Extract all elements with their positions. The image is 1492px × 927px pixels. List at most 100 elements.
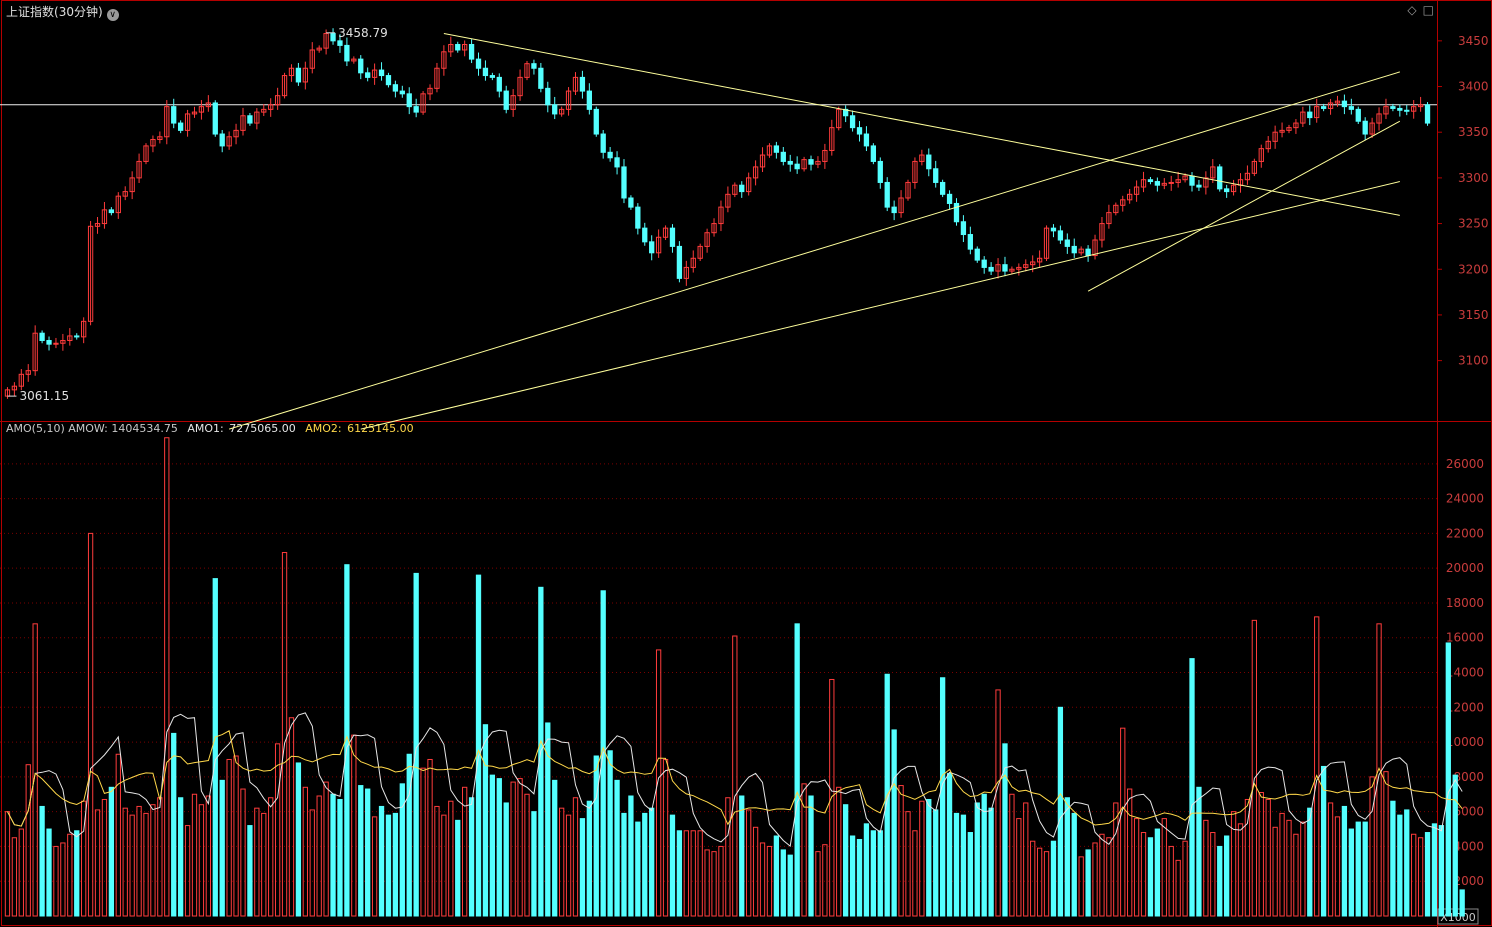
candle-up [1265, 140, 1271, 150]
amount-bar-up [274, 743, 281, 917]
chart-period: (30分钟) [54, 5, 103, 19]
candle-down [496, 76, 502, 92]
amount-bar-up [1175, 859, 1181, 917]
amount-bar-down [392, 812, 399, 917]
amount-bar-up [1293, 833, 1299, 917]
amount-bar-up [1099, 833, 1105, 917]
diamond-icon[interactable]: ◇ [1407, 3, 1417, 17]
candle-down [552, 104, 558, 115]
amount-bar-down [579, 818, 586, 917]
chevron-down-icon[interactable]: ∨ [106, 9, 119, 21]
amount-bar-up [718, 845, 724, 917]
candle-up [81, 320, 87, 338]
amount-bar-up [510, 781, 516, 917]
amount-bar-up [1383, 771, 1389, 917]
candle-up [157, 136, 163, 141]
candle-up [316, 47, 322, 51]
amount-bar-down [399, 783, 405, 917]
amount-bar-down [1154, 828, 1161, 917]
amount-bar-down [988, 807, 994, 917]
candle-down [74, 335, 80, 338]
candle-up [115, 195, 121, 214]
amo2-value: 6125145.00 [347, 422, 414, 435]
amount-bar-up [1411, 833, 1417, 917]
amount-bar-down [863, 823, 870, 917]
chart-title[interactable]: 上证指数(30分钟) ∨ [6, 3, 119, 21]
amount-bar-up [690, 830, 696, 917]
candle-up [274, 95, 281, 106]
candle-down [1002, 264, 1008, 272]
candle-down [392, 84, 399, 92]
candle-up [240, 115, 246, 131]
amount-bar-down [531, 811, 537, 917]
amount-bar-down [1147, 837, 1154, 917]
amow-label: AMOW: [68, 422, 108, 435]
amount-bar-down [1064, 797, 1070, 917]
amount-bar-down [385, 814, 392, 917]
amount-bar-down [877, 830, 883, 917]
amount-bar-up [1272, 826, 1278, 917]
amount-bar-up [1161, 818, 1167, 917]
candle-down [1050, 227, 1057, 232]
amount-bar-up [655, 649, 662, 917]
candle-up [662, 227, 669, 238]
candle-down [475, 58, 482, 69]
amount-bar-down [773, 835, 780, 917]
indicator-legend[interactable]: AMO(5,10) AMOW: 1404534.75 AMO1: 7275065… [6, 422, 414, 435]
candle-down [870, 145, 877, 162]
amount-bar-up [905, 811, 911, 917]
amount-bar-up [572, 797, 579, 917]
candle-up [1120, 199, 1126, 206]
candle-up [309, 49, 315, 69]
candlesticks[interactable] [4, 28, 1431, 399]
trendlines[interactable] [228, 33, 1401, 430]
amount-bar-up [427, 758, 433, 917]
amount-bar-up [309, 809, 315, 917]
amount-bar-up [1258, 792, 1264, 917]
candle-down [406, 93, 412, 108]
amount-bar-up [1113, 802, 1119, 917]
candle-down [171, 106, 177, 124]
amount-bar-up [517, 778, 523, 917]
candle-down [1320, 106, 1327, 109]
candle-up [1106, 212, 1112, 225]
candle-down [960, 221, 967, 236]
candle-up [281, 75, 288, 97]
candle-up [205, 102, 211, 108]
candle-down [1147, 179, 1154, 183]
amount-bar-up [1043, 851, 1050, 917]
candle-up [1251, 160, 1258, 174]
amo-average-lines [7, 712, 1463, 848]
amount-bar-up [53, 845, 59, 917]
candle-up [261, 108, 267, 113]
amount-bar-up [87, 532, 94, 917]
candle-up [683, 266, 689, 279]
candle-down [1390, 106, 1396, 109]
candle-down [247, 115, 253, 124]
amount-bar-down [1307, 807, 1313, 917]
candle-up [441, 51, 447, 69]
amount-bar-up [316, 795, 322, 917]
candle-up [462, 43, 468, 51]
candle-up [1314, 106, 1320, 119]
amount-bar-down [108, 786, 115, 917]
amount-bar-up [184, 825, 191, 917]
candle-up [905, 181, 911, 199]
amount-unit-label: X1000 [1440, 911, 1476, 924]
price-tick-label: 3350 [1458, 125, 1489, 139]
candle-up [1203, 177, 1209, 188]
amount-bar-up [1120, 727, 1126, 917]
candle-up [129, 177, 135, 193]
amount-bar-down [344, 564, 350, 917]
amount-bar-up [1092, 842, 1098, 917]
amount-tick-label: 4000 [1453, 839, 1484, 853]
amount-bar-down [1348, 828, 1354, 917]
candle-up [1258, 148, 1264, 162]
window-icon[interactable]: □ [1422, 3, 1434, 17]
amount-bars[interactable] [4, 437, 1465, 917]
candle-up [32, 332, 38, 372]
candle-up [1182, 175, 1188, 181]
amount-bar-up [746, 809, 752, 917]
candle-up [288, 67, 295, 77]
